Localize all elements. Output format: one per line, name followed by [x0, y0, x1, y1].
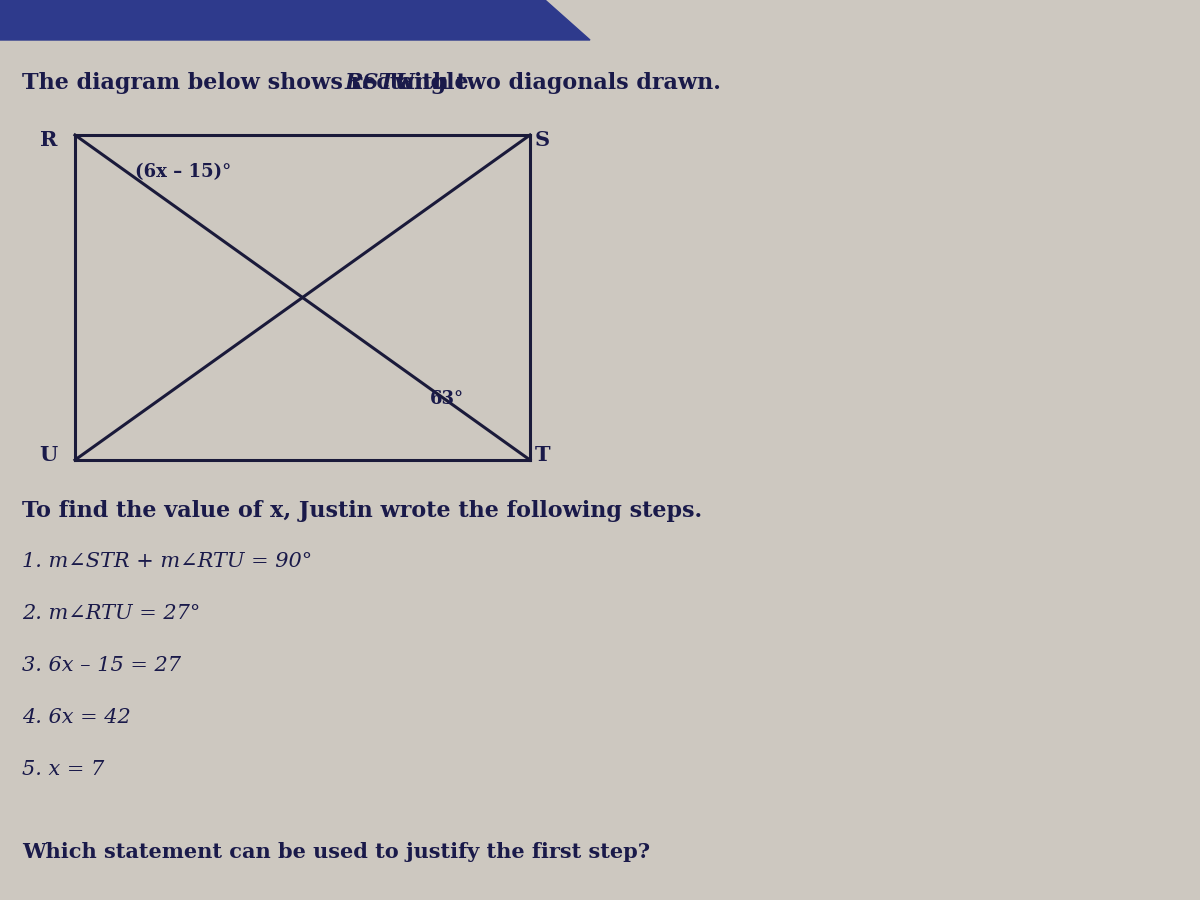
Text: 3. 6x – 15 = 27: 3. 6x – 15 = 27 [22, 656, 181, 675]
Text: 4. 6x = 42: 4. 6x = 42 [22, 708, 131, 727]
Text: R: R [40, 130, 58, 150]
Text: with two diagonals drawn.: with two diagonals drawn. [386, 72, 721, 94]
Polygon shape [0, 0, 590, 40]
Text: RSTU: RSTU [346, 72, 415, 94]
Text: Which statement can be used to justify the first step?: Which statement can be used to justify t… [22, 842, 650, 862]
Text: U: U [38, 445, 58, 465]
Text: 63°: 63° [430, 390, 464, 408]
Text: S: S [535, 130, 550, 150]
Text: The diagram below shows rectangle: The diagram below shows rectangle [22, 72, 476, 94]
Text: 5. x = 7: 5. x = 7 [22, 760, 104, 779]
Text: To find the value of x, Justin wrote the following steps.: To find the value of x, Justin wrote the… [22, 500, 702, 522]
Text: (6x – 15)°: (6x – 15)° [134, 163, 232, 181]
Text: T: T [535, 445, 551, 465]
Text: 1. m∠STR + m∠RTU = 90°: 1. m∠STR + m∠RTU = 90° [22, 552, 312, 571]
Text: 2. m∠RTU = 27°: 2. m∠RTU = 27° [22, 604, 200, 623]
